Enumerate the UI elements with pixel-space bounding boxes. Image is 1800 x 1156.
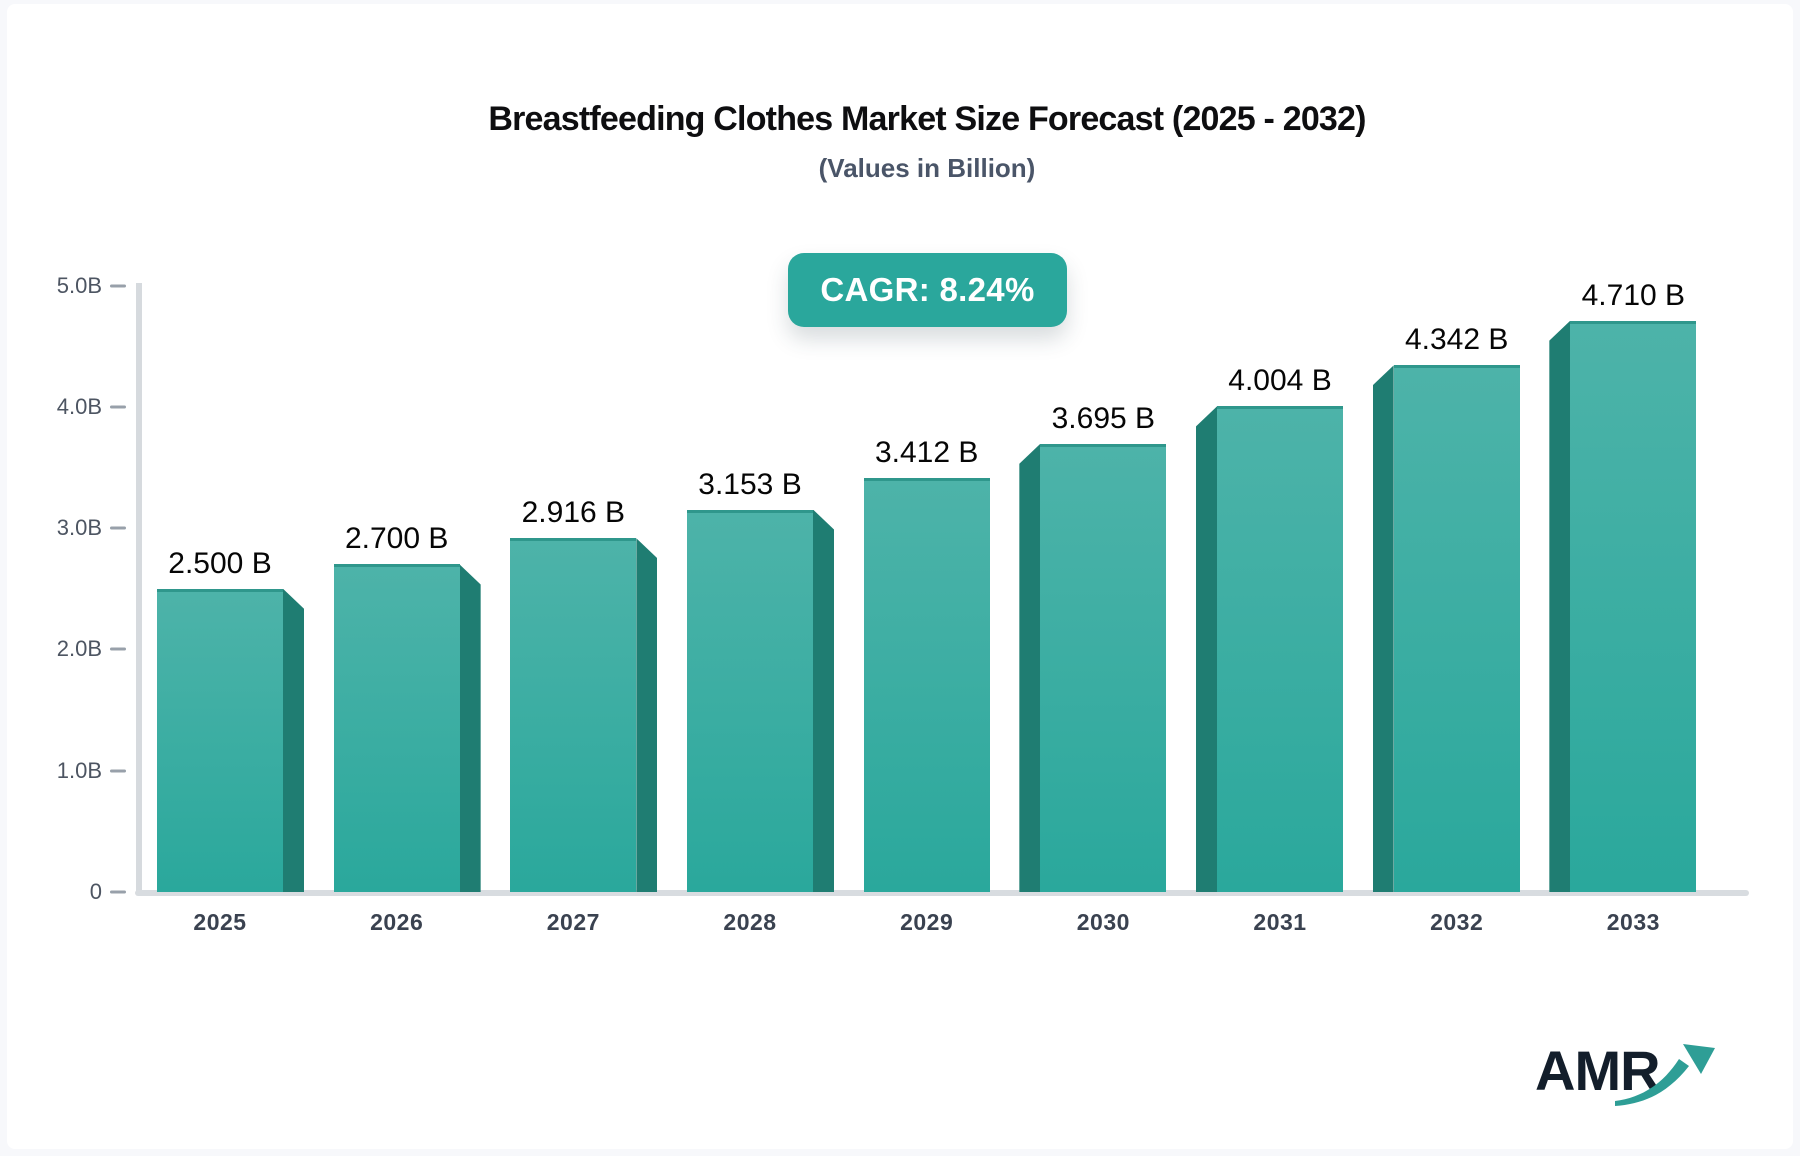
x-axis-label: 2032 <box>1430 909 1484 935</box>
x-axis-label: 2033 <box>1606 909 1660 935</box>
x-axis-label: 2029 <box>900 909 954 935</box>
bar-side-face <box>283 588 304 892</box>
bar-side-face <box>1372 365 1394 892</box>
bar-value-label: 2.700 B <box>344 522 449 556</box>
bar <box>1393 365 1520 892</box>
bar-value-label: 3.412 B <box>874 436 979 470</box>
x-axis-line <box>135 890 1749 896</box>
bar-side-face <box>1019 443 1041 892</box>
y-axis-tick-label: 3.0B <box>56 515 102 541</box>
y-axis-line <box>136 283 142 894</box>
chart-card: Breastfeeding Clothes Market Size Foreca… <box>7 4 1793 1149</box>
bar-side-face <box>1196 406 1217 892</box>
chart-header: Breastfeeding Clothes Market Size Foreca… <box>61 4 1793 184</box>
y-axis-tick-mark <box>110 526 126 530</box>
y-axis-tick-mark <box>110 890 126 894</box>
bar-side-face <box>1549 320 1571 892</box>
y-axis-tick-mark <box>110 405 126 409</box>
bar-side-face <box>813 509 834 892</box>
x-axis-label: 2026 <box>370 909 424 935</box>
bar-side-face <box>459 564 481 892</box>
chart-subtitle: (Values in Billion) <box>818 153 1036 183</box>
plot-area: 5.0B 4.0B 3.0B 2.0B 1.0B 0 2.500 B 2025 2.700 B… <box>7 4 1800 1156</box>
y-axis-tick-label: 2.0B <box>56 636 102 662</box>
y-axis-tick-label: 4.0B <box>56 393 102 419</box>
x-axis-label: 2028 <box>723 909 777 935</box>
bar <box>1217 406 1343 892</box>
cagr-badge: CAGR: 8.24% <box>788 253 1067 327</box>
y-axis-tick-mark <box>110 769 126 773</box>
y-axis-tick-label: 5.0B <box>56 272 102 298</box>
growth-arrow-icon <box>1615 1044 1715 1106</box>
bar <box>510 538 637 892</box>
bar-value-label: 4.004 B <box>1228 364 1332 398</box>
x-axis-label: 2031 <box>1253 909 1307 935</box>
bar <box>1570 320 1697 892</box>
bar-value-label: 4.710 B <box>1581 278 1686 312</box>
bar-value-label: 4.342 B <box>1404 323 1509 357</box>
bar-value-label: 2.500 B <box>168 546 272 580</box>
y-axis-tick-mark <box>110 284 126 287</box>
amr-logo-text: AMR <box>1535 1039 1661 1102</box>
bar <box>687 509 813 892</box>
y-axis-tick-mark <box>110 647 126 651</box>
x-axis-label: 2030 <box>1076 909 1130 935</box>
bar <box>863 478 990 892</box>
x-axis-label: 2025 <box>193 909 247 935</box>
amr-logo: AMR <box>1529 1038 1719 1116</box>
x-axis-label: 2027 <box>546 909 600 935</box>
bar <box>1040 443 1167 892</box>
bar-side-face <box>636 538 658 892</box>
y-axis-tick-label: 0 <box>89 879 102 904</box>
bar-value-label: 3.695 B <box>1051 401 1156 435</box>
bar-value-label: 3.153 B <box>698 467 802 501</box>
bar <box>333 564 460 892</box>
bar <box>157 588 283 892</box>
bar-value-label: 2.916 B <box>521 496 626 530</box>
chart-title: Breastfeeding Clothes Market Size Foreca… <box>488 100 1366 138</box>
y-axis-tick-label: 1.0B <box>56 757 102 783</box>
